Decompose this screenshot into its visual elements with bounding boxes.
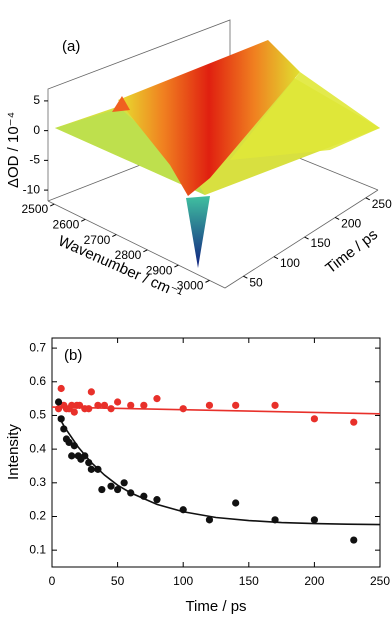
y-tick-label: 250 bbox=[372, 197, 392, 211]
y-axis-label: Time / ps bbox=[322, 226, 381, 277]
y-tick-label: 0.3 bbox=[29, 475, 46, 489]
z-axis-label: ΔOD / 10⁻⁴ bbox=[5, 112, 22, 188]
data-point bbox=[310, 415, 318, 423]
data-point bbox=[68, 452, 76, 460]
y-tick-label: 150 bbox=[311, 236, 331, 250]
x-tick-label: 0 bbox=[49, 574, 56, 588]
y-tick bbox=[273, 256, 279, 260]
data-point bbox=[65, 438, 73, 446]
z-tick-label: 0 bbox=[33, 123, 40, 137]
panel-label: (b) bbox=[64, 347, 82, 364]
x-tick-label: 200 bbox=[304, 574, 324, 588]
data-point bbox=[60, 425, 68, 433]
x-axis-label: Time / ps bbox=[185, 598, 246, 615]
y-tick-label: 0.1 bbox=[29, 542, 46, 556]
data-point bbox=[310, 516, 318, 524]
data-point bbox=[205, 516, 214, 524]
y-tick-label: 100 bbox=[280, 256, 300, 270]
data-point bbox=[54, 398, 63, 406]
z-tick-label: -10 bbox=[23, 182, 41, 196]
y-tick-label: 0.4 bbox=[29, 441, 46, 455]
x-tick-label: 2500 bbox=[22, 202, 49, 216]
x-tick bbox=[112, 234, 117, 238]
x-tick-label: 2700 bbox=[84, 233, 111, 247]
data-point bbox=[100, 401, 109, 409]
data-point bbox=[140, 401, 148, 409]
data-point bbox=[153, 395, 161, 403]
y-tick-label: 0.6 bbox=[29, 374, 46, 388]
fit-line bbox=[57, 416, 381, 526]
data-point bbox=[232, 499, 240, 507]
data-point bbox=[350, 418, 358, 426]
x-tick bbox=[205, 279, 210, 283]
data-point bbox=[87, 465, 95, 473]
data-point bbox=[114, 398, 122, 406]
y-tick bbox=[304, 236, 309, 240]
x-tick-label: 3000 bbox=[177, 279, 204, 293]
y-tick-label: 0.2 bbox=[29, 509, 46, 523]
data-point bbox=[179, 405, 187, 413]
data-point bbox=[232, 401, 240, 409]
x-tick-label: 250 bbox=[370, 574, 390, 588]
x-tick-label: 150 bbox=[239, 574, 259, 588]
data-point bbox=[107, 482, 115, 490]
x-tick-label: 2900 bbox=[146, 263, 173, 277]
z-tick-label: 5 bbox=[33, 93, 40, 107]
x-tick bbox=[81, 218, 86, 222]
data-point bbox=[271, 401, 279, 409]
plot-frame bbox=[51, 337, 381, 568]
data-point bbox=[350, 536, 358, 544]
y-tick-label: 50 bbox=[249, 275, 263, 289]
data-point bbox=[153, 496, 161, 504]
data-point bbox=[87, 388, 95, 396]
y-tick-label: 200 bbox=[341, 217, 361, 231]
surface bbox=[55, 40, 380, 268]
data-point bbox=[70, 408, 78, 416]
x-tick bbox=[174, 264, 179, 268]
x-tick-label: 2600 bbox=[53, 217, 80, 231]
data-point bbox=[127, 401, 135, 409]
x-tick bbox=[49, 203, 55, 207]
y-tick-label: 0.7 bbox=[29, 340, 46, 354]
x-tick-label: 100 bbox=[173, 574, 193, 588]
panel-label: (a) bbox=[62, 38, 80, 55]
x-tick bbox=[143, 249, 148, 253]
data-point bbox=[85, 405, 93, 413]
y-tick bbox=[243, 275, 248, 279]
fit-line bbox=[51, 406, 381, 415]
y-tick bbox=[334, 216, 340, 220]
data-point bbox=[114, 485, 122, 494]
z-tick-label: -5 bbox=[29, 153, 40, 167]
data-point bbox=[57, 384, 65, 393]
data-point bbox=[120, 479, 128, 487]
y-axis-label: Intensity bbox=[5, 424, 22, 480]
x-tick-label: 50 bbox=[111, 574, 125, 588]
data-point bbox=[98, 485, 106, 494]
y-tick bbox=[365, 197, 370, 201]
data-point bbox=[205, 401, 214, 409]
y-tick-label: 0.5 bbox=[29, 408, 46, 422]
x-tick-label: 2800 bbox=[115, 248, 142, 262]
